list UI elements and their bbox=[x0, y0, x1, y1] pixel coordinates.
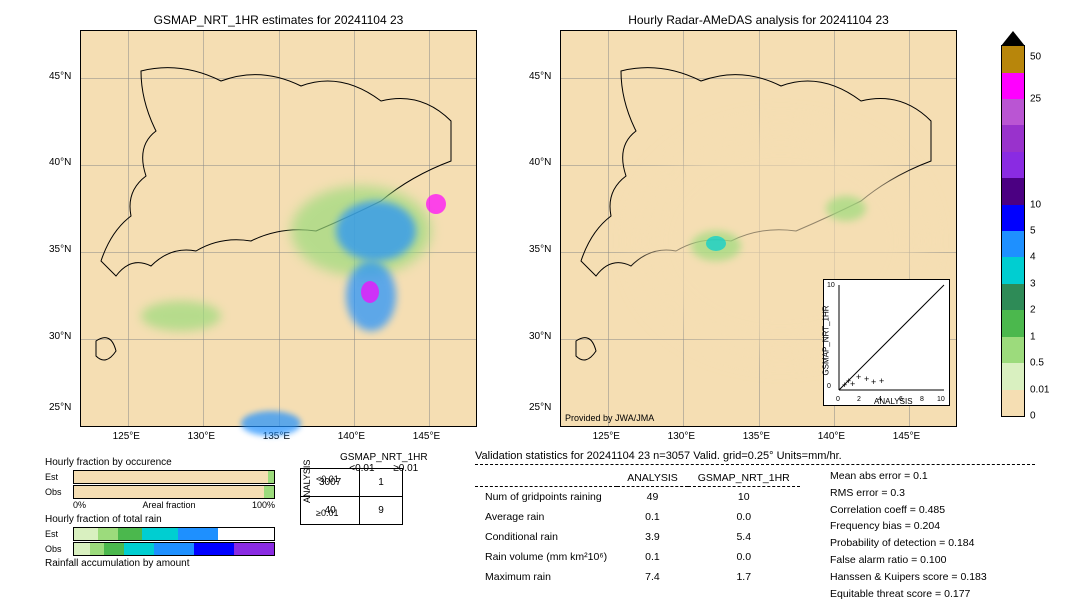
provided-label: Provided by JWA/JMA bbox=[565, 413, 654, 423]
right-map: Hourly Radar-AMeDAS analysis for 2024110… bbox=[560, 30, 957, 427]
colorbar: 0 0.01 0.5 1 2 3 4 5 10 25 50 bbox=[1001, 45, 1025, 417]
svg-text:+: + bbox=[856, 372, 861, 382]
scatter-inset: + + + + + + + ANALYSIS GSMAP_NRT_1HR 0 2… bbox=[823, 279, 950, 406]
svg-text:+: + bbox=[864, 374, 869, 384]
svg-text:+: + bbox=[850, 379, 855, 389]
left-map: GSMAP_NRT_1HR estimates for 20241104 23 … bbox=[80, 30, 477, 427]
svg-text:+: + bbox=[871, 377, 876, 387]
stats-table: ANALYSIS GSMAP_NRT_1HR Num of gridpoints… bbox=[475, 470, 800, 587]
fractions-section: Hourly fraction by occurence Est Obs 0% … bbox=[45, 455, 275, 571]
stats-list: Mean abs error = 0.1 RMS error = 0.3 Cor… bbox=[830, 468, 987, 602]
stats-header: Validation statistics for 20241104 23 n=… bbox=[475, 450, 1035, 465]
contingency-block: GSMAP_NRT_1HR <0.01 ≥0.01 ANALYSIS <0.01… bbox=[300, 452, 428, 518]
right-map-title: Hourly Radar-AMeDAS analysis for 2024110… bbox=[628, 13, 889, 27]
left-map-title: GSMAP_NRT_1HR estimates for 20241104 23 bbox=[154, 13, 404, 27]
svg-text:+: + bbox=[879, 376, 884, 386]
